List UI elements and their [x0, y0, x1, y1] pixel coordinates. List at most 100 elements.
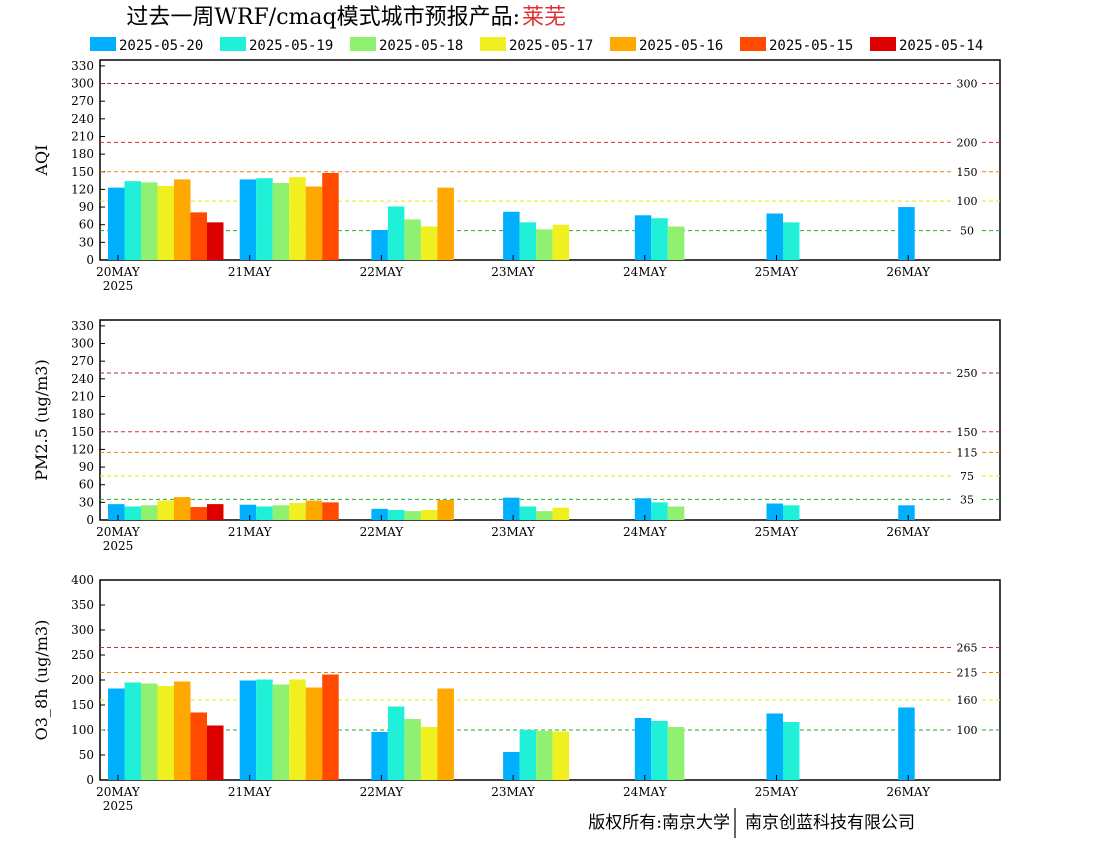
bar-2025-05-19-24MAY: [651, 721, 668, 780]
legend-swatch: [90, 37, 116, 51]
bar-2025-05-16-20MAY: [174, 497, 191, 520]
y-tick-label: 0: [86, 253, 94, 267]
x-tick-label: 24MAY: [623, 265, 668, 279]
bar-2025-05-20-26MAY: [898, 707, 915, 780]
threshold-label-bg: [952, 724, 982, 736]
panel-aqi: 0 30 60 90 120 150 180 210 240 270 300 330 AQI 300 200…: [32, 59, 1001, 293]
bar-2025-05-16-21MAY: [305, 687, 323, 780]
bar-2025-05-18-20MAY: [141, 505, 158, 520]
chart-title: 过去一周WRF/cmaq模式城市预报产品:: [126, 5, 520, 30]
y-tick-label: 90: [79, 200, 94, 214]
bar-2025-05-20-21MAY: [239, 504, 257, 520]
bar-2025-05-18-23MAY: [536, 229, 553, 260]
y-tick-label: 180: [71, 407, 94, 421]
legend-label: 2025-05-19: [249, 38, 333, 54]
bar-2025-05-18-21MAY: [272, 182, 290, 260]
x-tick-label: 21MAY: [228, 785, 273, 799]
bar-2025-05-19-23MAY: [519, 222, 537, 260]
y-tick-label: 30: [79, 235, 94, 249]
x-tick-label: 20MAY: [96, 785, 141, 799]
bar-2025-05-20-22MAY: [371, 230, 388, 260]
x-tick-label: 25MAY: [755, 265, 800, 279]
bar-2025-05-16-21MAY: [305, 186, 323, 260]
bar-2025-05-18-20MAY: [141, 182, 158, 260]
legend-swatch: [740, 37, 766, 51]
bar-2025-05-16-22MAY: [437, 187, 454, 260]
y-axis-label: PM2.5 (ug/m3): [32, 359, 51, 480]
threshold-label-bg: [952, 224, 982, 237]
bar-2025-05-20-23MAY: [503, 497, 520, 520]
threshold-label-bg: [952, 641, 982, 654]
bar-2025-05-19-20MAY: [124, 181, 141, 260]
bar-2025-05-15-20MAY: [190, 507, 207, 520]
threshold-label-bg: [952, 195, 982, 208]
bar-2025-05-19-22MAY: [387, 510, 405, 520]
threshold-label: 100: [957, 195, 978, 208]
y-tick-label: 210: [71, 389, 94, 403]
bar-2025-05-14-20MAY: [207, 504, 224, 520]
bar-2025-05-18-23MAY: [536, 731, 553, 780]
bar-2025-05-19-20MAY: [124, 682, 141, 780]
y-tick-label: 300: [71, 77, 94, 91]
bar-2025-05-19-21MAY: [256, 506, 273, 520]
legend-label: 2025-05-16: [639, 38, 723, 54]
y-tick-label: 300: [71, 337, 94, 351]
x-tick-label: 21MAY: [228, 265, 273, 279]
x-tick-label: 25MAY: [755, 525, 800, 539]
bar-2025-05-18-24MAY: [667, 506, 685, 520]
x-tick-label: 25MAY: [755, 785, 800, 799]
y-tick-label: 330: [71, 319, 94, 333]
x-tick-label: 22MAY: [360, 785, 405, 799]
bar-2025-05-20-21MAY: [239, 179, 257, 260]
y-tick-label: 150: [71, 425, 94, 439]
bar-2025-05-17-22MAY: [420, 510, 438, 520]
legend: 2025-05-20 2025-05-19 2025-05-18 2025-05-17…: [90, 37, 983, 54]
bar-2025-05-18-22MAY: [404, 511, 421, 520]
y-tick-label: 250: [71, 648, 94, 662]
bar-2025-05-20-24MAY: [634, 215, 652, 260]
threshold-label: 100: [957, 724, 978, 737]
bar-2025-05-17-23MAY: [552, 224, 570, 260]
bar-2025-05-20-21MAY: [239, 680, 257, 780]
bar-2025-05-17-23MAY: [552, 507, 570, 520]
bar-2025-05-19-21MAY: [256, 679, 273, 780]
bar-2025-05-17-23MAY: [552, 731, 570, 780]
bar-2025-05-18-20MAY: [141, 683, 158, 780]
x-tick-label: 26MAY: [886, 785, 931, 799]
threshold-label-bg: [952, 493, 982, 506]
bar-2025-05-20-22MAY: [371, 732, 388, 780]
threshold-label-bg: [952, 446, 982, 459]
bar-2025-05-16-22MAY: [437, 500, 454, 520]
threshold-label-bg: [952, 77, 982, 90]
legend-swatch: [350, 37, 376, 51]
bar-2025-05-18-21MAY: [272, 684, 290, 780]
bar-2025-05-19-23MAY: [519, 506, 537, 520]
x-tick-label: 20MAY: [96, 265, 141, 279]
bar-2025-05-20-26MAY: [898, 505, 915, 520]
y-tick-label: 210: [71, 129, 94, 143]
y-tick-label: 0: [86, 513, 94, 527]
bar-2025-05-18-24MAY: [667, 727, 685, 780]
legend-swatch: [610, 37, 636, 51]
threshold-label-bg: [952, 366, 982, 379]
x-tick-label: 24MAY: [623, 525, 668, 539]
bar-2025-05-20-25MAY: [766, 713, 783, 780]
bar-2025-05-17-20MAY: [157, 500, 174, 520]
y-tick-label: 330: [71, 59, 94, 73]
bar-2025-05-19-24MAY: [651, 502, 668, 520]
y-axis-label: AQI: [32, 145, 51, 177]
threshold-label-bg: [952, 165, 982, 178]
bar-2025-05-19-25MAY: [783, 505, 800, 520]
legend-swatch: [220, 37, 246, 51]
threshold-label-bg: [952, 425, 982, 438]
bar-2025-05-20-20MAY: [108, 187, 125, 260]
x-tick-label: 26MAY: [886, 265, 931, 279]
bar-2025-05-15-20MAY: [190, 712, 207, 780]
y-tick-label: 0: [86, 773, 94, 787]
y-tick-label: 30: [79, 495, 94, 509]
bar-2025-05-17-21MAY: [289, 502, 306, 520]
y-tick-label: 240: [71, 372, 94, 386]
legend-label: 2025-05-15: [769, 38, 853, 54]
bar-2025-05-19-22MAY: [387, 706, 405, 780]
